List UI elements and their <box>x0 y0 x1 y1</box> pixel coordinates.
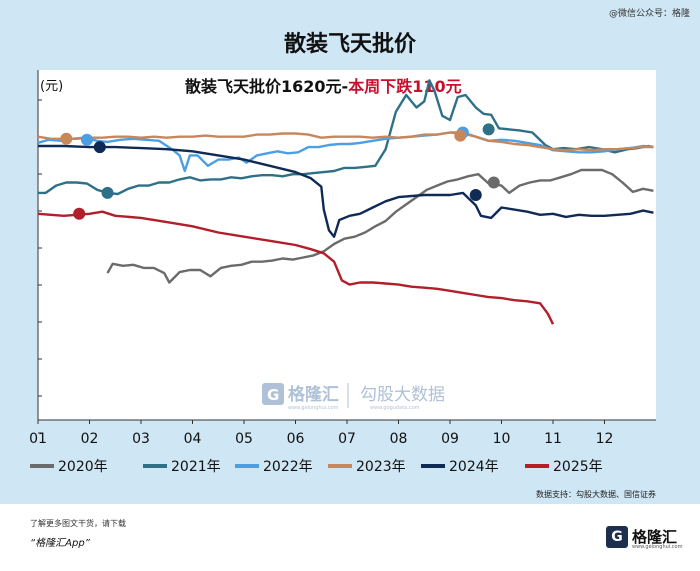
series-line-2024年 <box>38 144 654 238</box>
series-marker-2021年 <box>482 123 495 136</box>
axes: 01 02 03 04 05 06 07 08 09 10 11 12 <box>29 70 656 447</box>
footer-brand-sub: www.gelonghui.com <box>632 544 683 550</box>
series-line-2025年 <box>37 210 555 325</box>
x-tick-label: 01 <box>29 431 47 447</box>
source-note: 数据支持：勾股大数据、国信证券 <box>536 489 656 499</box>
brand-logo-icon: G <box>606 526 628 548</box>
legend-label: 2023年 <box>356 459 406 475</box>
x-tick-label: 08 <box>390 431 408 447</box>
watermark-tool: 勾股大数据 <box>360 385 445 405</box>
series-marker-2023年 <box>60 132 73 145</box>
x-tick-label: 12 <box>596 431 614 447</box>
legend-label: 2022年 <box>263 459 313 475</box>
watermark-brand: 格隆汇 <box>288 384 339 405</box>
series-marker-2024年 <box>469 189 482 201</box>
legend: 2020年 2021年 2022年 2023年 2024年 2025年 <box>30 459 603 475</box>
legend-label: 2024年 <box>449 459 499 475</box>
chart: 散装飞天批价1620元-本周下跌110元 (元) G 格隆汇 www.gelon… <box>29 70 656 499</box>
footer-brand: 格隆汇 <box>632 528 678 546</box>
series-marker-2023年 <box>454 129 467 142</box>
watermark-brand-sub: www.gelonghui.com <box>288 405 339 411</box>
chart-title-main: 散装飞天批价1620元- <box>185 77 348 96</box>
series-layer <box>37 79 654 325</box>
marker-layer <box>60 123 500 220</box>
top-watermark: @微信公众号：格隆 <box>608 9 690 19</box>
series-line-2021年 <box>38 79 654 196</box>
page-title: 散装飞天批价 <box>283 32 416 57</box>
series-marker-2024年 <box>93 141 106 154</box>
x-tick-label: 03 <box>132 431 150 447</box>
x-tick-label: 05 <box>235 431 253 447</box>
x-tick-label: 06 <box>287 431 305 447</box>
series-line-2020年 <box>106 168 654 284</box>
footer: 了解更多图文干货，请下载 “格隆汇App” G 格隆汇 www.gelonghu… <box>0 504 700 571</box>
watermark-logo-letter: G <box>267 386 279 404</box>
chart-title-highlight: 本周下跌110元 <box>348 77 461 96</box>
footer-note: 了解更多图文干货，请下载 <box>30 519 126 528</box>
x-tick-label: 10 <box>493 431 511 447</box>
x-tick-label: 07 <box>338 431 356 447</box>
x-tick-label: 09 <box>441 431 459 447</box>
series-line-2022年 <box>37 131 654 173</box>
series-marker-2021年 <box>101 186 114 199</box>
series-marker-2025年 <box>73 207 86 220</box>
watermark-logo-box <box>262 383 284 405</box>
watermark-tool-sub: www.gogudata.com <box>370 405 420 411</box>
y-axis-label: (元) <box>40 79 63 94</box>
legend-label: 2021年 <box>171 459 221 475</box>
legend-label: 2025年 <box>553 459 603 475</box>
footer-app: “格隆汇App” <box>30 538 90 549</box>
x-tick-label: 02 <box>81 431 99 447</box>
legend-label: 2020年 <box>58 459 108 475</box>
series-line-2023年 <box>37 131 654 152</box>
chart-watermark: G 格隆汇 www.gelonghui.com 勾股大数据 www.goguda… <box>262 383 445 411</box>
chart-title: 散装飞天批价1620元-本周下跌110元 <box>185 77 462 96</box>
plot-area <box>38 70 656 420</box>
x-tick-label: 04 <box>184 431 202 447</box>
series-marker-2020年 <box>487 176 500 189</box>
series-marker-2022年 <box>80 133 93 146</box>
x-tick-label: 11 <box>544 431 562 447</box>
